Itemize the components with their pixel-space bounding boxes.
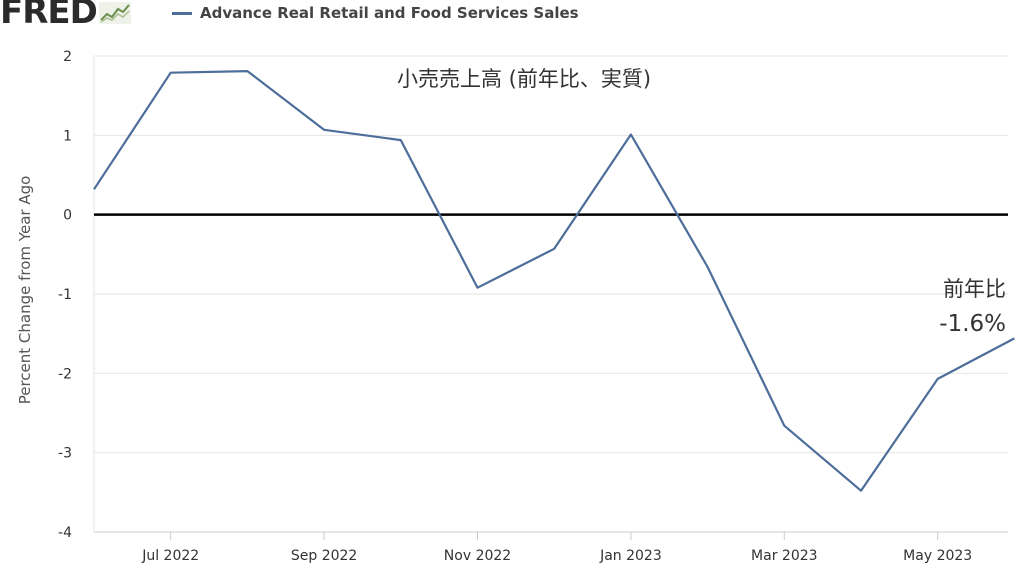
- fred-logo-text: FRED: [0, 0, 98, 32]
- legend-swatch: [172, 11, 192, 15]
- chart-title: 小売売上高 (前年比、実質): [397, 67, 651, 91]
- y-tick-label: 2: [63, 49, 72, 65]
- legend-label: Advance Real Retail and Food Services Sa…: [200, 4, 579, 22]
- y-tick-label: -1: [58, 287, 72, 303]
- gridlines: [93, 55, 1008, 533]
- x-tick-label: Jan 2023: [599, 548, 662, 564]
- x-tick-labels: Jul 2022 Sep 2022 Nov 2022 Jan 2023 Mar 2023…: [94, 531, 1008, 564]
- x-tick-label: Nov 2022: [444, 548, 511, 564]
- fred-graph-icon: [98, 2, 131, 24]
- x-tick-label: May 2023: [903, 548, 972, 564]
- fred-logo[interactable]: FRED: [0, 0, 131, 32]
- y-tick-labels: 2 1 0 -1 -2 -3 -4: [58, 49, 72, 541]
- y-tick-label: 0: [63, 208, 72, 224]
- x-tick-label: Mar 2023: [751, 548, 818, 564]
- header: FRED Advance Real Retail and Food Servic…: [0, 0, 1024, 32]
- series-line[interactable]: [93, 70, 1015, 492]
- y-tick-label: -3: [58, 446, 72, 462]
- x-tick-label: Sep 2022: [291, 548, 357, 564]
- y-tick-label: -2: [58, 366, 72, 382]
- y-tick-label: 1: [63, 128, 72, 144]
- y-tick-label: -4: [58, 525, 72, 541]
- annotation-value: -1.6%: [939, 311, 1006, 337]
- legend: Advance Real Retail and Food Services Sa…: [172, 4, 579, 22]
- annotation-label: 前年比: [943, 277, 1006, 301]
- x-tick-label: Jul 2022: [141, 548, 199, 564]
